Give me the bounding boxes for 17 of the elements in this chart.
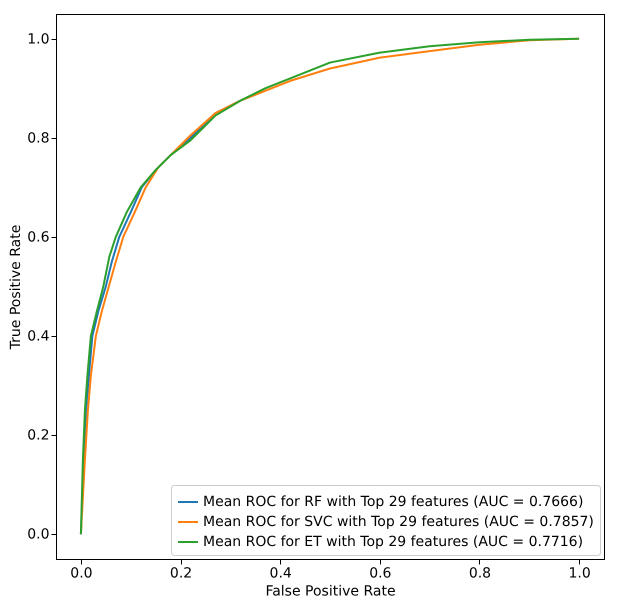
x-axis-title: False Positive Rate [265,584,396,600]
legend-label: Mean ROC for RF with Top 29 features (AUC = 0.7666) [203,494,584,510]
y-tick-label: 0.8 [27,130,50,146]
y-tick-label: 0.2 [27,428,50,444]
x-tick-label: 0.2 [170,566,192,582]
y-axis-title: True Positive Rate [8,224,24,350]
legend-label: Mean ROC for ET with Top 29 features (AUC = 0.7716) [203,534,584,550]
legend-label: Mean ROC for SVC with Top 29 features (AUC = 0.7857) [203,514,594,530]
x-tick-label: 0.0 [70,566,93,582]
y-tick-label: 0.0 [27,526,50,543]
x-tick-label: 0.6 [369,566,392,582]
y-tick-label: 1.0 [27,31,50,48]
x-tick-label: 0.8 [468,566,492,582]
y-tick-label: 0.6 [27,229,50,246]
y-tick-label: 0.4 [27,328,50,345]
x-tick-label: 1.0 [568,566,591,582]
x-tick-label: 0.4 [270,566,292,582]
